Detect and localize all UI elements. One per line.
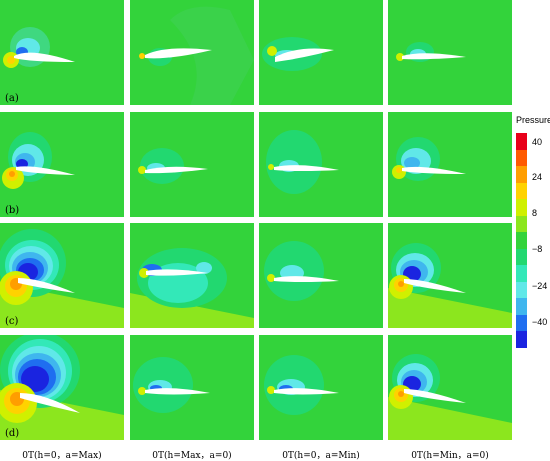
colorbar-swatch (516, 133, 527, 150)
colorbar-swatch (516, 182, 527, 200)
contour-plot (0, 223, 124, 328)
colorbar-title: Pressure (516, 115, 550, 125)
contour-plot (0, 0, 124, 105)
panel-d3 (259, 335, 383, 440)
row-label-d: (d) (5, 428, 20, 439)
colorbar-swatch (516, 149, 527, 167)
column-label-4: 0T(h=Min，a=0) (411, 451, 489, 461)
panel-a2 (130, 0, 254, 105)
colorbar-swatch (516, 331, 527, 348)
column-label-3: 0T(h=0，a=Min) (282, 451, 360, 461)
colorbar-tick: −24 (532, 281, 548, 291)
contour-plot (130, 223, 254, 328)
panel-b2 (130, 112, 254, 217)
panel-b1: (b) (0, 112, 124, 217)
panel-b4 (388, 112, 512, 217)
panel-a3 (259, 0, 383, 105)
colorbar-tick: −8 (532, 244, 543, 254)
contour-plot (259, 335, 383, 440)
contour-plot (259, 223, 383, 328)
contour-plot (388, 223, 512, 328)
pressure-contour-grid: (a) (0, 0, 512, 461)
colorbar-swatch (516, 166, 527, 183)
panel-a1: (a) (0, 0, 124, 105)
contour-plot (0, 335, 124, 440)
row-label-b: (b) (5, 205, 20, 216)
contour-plot (259, 112, 383, 217)
colorbar-swatch (516, 314, 527, 332)
colorbar-tick: 24 (532, 172, 543, 182)
colorbar-swatch (516, 248, 527, 266)
colorbar-swatch (516, 265, 527, 282)
contour-plot (388, 0, 512, 105)
panel-d2 (130, 335, 254, 440)
colorbar-tick: 8 (532, 208, 538, 218)
row-label-c: (c) (5, 316, 19, 327)
colorbar-swatch (516, 215, 527, 233)
panel-c4 (388, 223, 512, 328)
contour-plot (0, 112, 124, 217)
panel-a4 (388, 0, 512, 105)
colorbar-swatch (516, 281, 527, 299)
column-label-2: 0T(h=Max，a=0) (152, 451, 232, 461)
contour-plot (130, 0, 254, 105)
colorbar-swatch (516, 232, 527, 249)
column-label-1: 0T(h=0，a=Max) (22, 451, 102, 461)
row-label-a: (a) (5, 93, 19, 104)
colorbar-tick: −40 (532, 317, 548, 327)
panel-c2 (130, 223, 254, 328)
pressure-colorbar: Pressure 40 24 8 −8 −24 −40 (516, 115, 550, 348)
colorbar-swatch (516, 298, 527, 315)
contour-plot (130, 335, 254, 440)
panel-d4 (388, 335, 512, 440)
contour-plot (130, 112, 254, 217)
contour-plot (388, 112, 512, 217)
colorbar-swatch (516, 199, 527, 216)
panel-c3 (259, 223, 383, 328)
contour-plot (259, 0, 383, 105)
panel-c1: (c) (0, 223, 124, 328)
panel-b3 (259, 112, 383, 217)
colorbar-tick: 40 (532, 137, 543, 147)
contour-plot (388, 335, 512, 440)
panel-d1: (d) (0, 335, 124, 440)
